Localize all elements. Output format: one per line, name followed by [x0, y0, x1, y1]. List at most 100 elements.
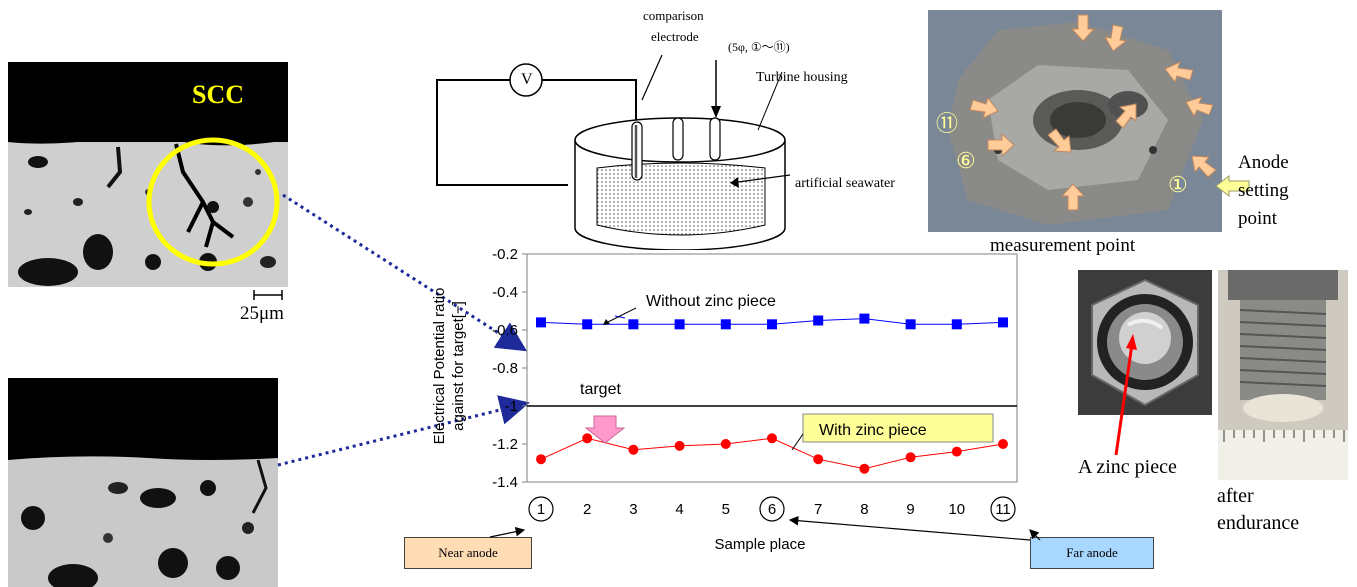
measurement-arrow-icon: [1191, 155, 1217, 178]
x-tick-label: 1: [537, 501, 545, 518]
series-label-without-zinc: Without zinc piece: [646, 293, 776, 310]
series-label-with-zinc: With zinc piece: [819, 422, 927, 439]
measurement-arrow-icon: [1060, 183, 1086, 211]
y-tick-label: -0.6: [492, 322, 518, 339]
y-tick-label: -1.2: [492, 436, 518, 453]
data-point-circle: [720, 439, 731, 449]
micrograph-bottom-image: [8, 378, 278, 587]
micrograph-top-image: [8, 62, 288, 286]
x-tick-label: 2: [583, 501, 591, 518]
scale-bar: [253, 290, 283, 300]
comparison-label-2: electrode: [651, 29, 699, 44]
with-zinc-callout: [802, 413, 994, 443]
data-point-circle: [582, 433, 593, 444]
connector-arrow-top: [282, 193, 528, 352]
zinc-photo-image: [1078, 270, 1212, 415]
x-axis-label: Sample place: [715, 536, 806, 553]
measurement-arrow-icon: [1185, 96, 1214, 118]
x-tick-label: 3: [629, 501, 637, 518]
x-tick-label: 10: [948, 501, 965, 518]
voltmeter-label: V: [521, 71, 533, 88]
anode-label-3: point: [1238, 208, 1278, 229]
endurance-photo-image: [1218, 270, 1348, 480]
data-point-circle: [905, 452, 916, 463]
data-point-square: [720, 319, 731, 330]
x-tick-label: 4: [675, 501, 683, 518]
data-point-square: [536, 317, 546, 328]
measurement-arrow-icon: [1115, 103, 1137, 129]
after-label-2: endurance: [1217, 512, 1300, 534]
measurement-arrow-icon: [1164, 61, 1194, 84]
x-tick-label: 6: [768, 501, 776, 518]
data-point-square: [813, 315, 824, 326]
anode-label-1: Anode: [1238, 152, 1289, 173]
target-label: target: [580, 381, 621, 398]
x-tick-label: 5: [722, 501, 730, 518]
voltmeter-icon: [509, 63, 543, 97]
near-anode-note: Near anode: [404, 537, 532, 569]
near-anode-pointer: [489, 526, 526, 538]
measurement-schematic: [436, 54, 791, 250]
housing-point-11: ⑪: [936, 111, 959, 136]
data-point-square: [628, 319, 639, 330]
measurement-point-label: measurement point: [990, 235, 1136, 256]
data-point-square: [951, 319, 962, 330]
measurement-arrow-icon: [1047, 128, 1072, 153]
scale-label: 25μm: [240, 303, 284, 324]
data-point-square: [767, 319, 777, 330]
micrograph-bottom: [8, 378, 278, 587]
far-anode-note: Far anode: [1030, 537, 1154, 569]
housing-photo: ⑪ ⑥ ①: [928, 10, 1222, 232]
comparison-label-1: comparison: [643, 8, 704, 23]
data-point-circle: [536, 454, 546, 465]
data-point-circle: [859, 463, 870, 474]
anode-arrow-icon: [1215, 175, 1250, 197]
x-tick-label: 8: [860, 501, 868, 518]
pink-down-arrow-icon: [584, 415, 626, 444]
y-axis-label-line1: Electrical Potential ratio: [431, 288, 448, 445]
data-point-circle: [998, 439, 1008, 449]
data-point-square: [859, 313, 870, 324]
y-tick-label: -0.2: [492, 246, 518, 263]
endurance-photo: [1218, 270, 1348, 480]
housing-point-6: ⑥: [956, 148, 976, 173]
x-tick-label: 7: [814, 501, 822, 518]
scc-label: SCC: [192, 80, 245, 109]
data-point-circle: [674, 440, 685, 451]
housing-arrows: [969, 14, 1217, 211]
data-point-square: [674, 319, 685, 330]
zinc-photo: [1078, 270, 1212, 415]
x-tick-circle: [759, 496, 785, 522]
data-point-circle: [813, 454, 824, 465]
data-point-circle: [951, 446, 962, 457]
data-point-square: [582, 319, 593, 330]
y-tick-label: -1.4: [492, 474, 518, 491]
measurement-arrow-icon: [969, 96, 999, 119]
x-tick-label: 11: [995, 501, 1011, 518]
measurement-arrow-icon: [987, 132, 1015, 158]
data-point-square: [998, 317, 1008, 328]
y-tick-label: -1: [505, 398, 518, 415]
far-anode-pointer-2: [1029, 529, 1041, 541]
housing-point-1: ①: [1168, 172, 1188, 197]
x-tick-label: 9: [906, 501, 914, 518]
potential-chart: Electrical Potential ratio against for t…: [431, 246, 1018, 553]
y-tick-label: -0.4: [492, 284, 518, 301]
measurement-arrow-icon: [1070, 14, 1096, 42]
seawater-label: artificial seawater: [795, 176, 895, 192]
y-tick-label: -0.8: [492, 360, 518, 377]
points-label: (5φ, ①～⑪): [728, 40, 790, 54]
x-tick-circle: [528, 496, 554, 522]
micrograph-top: [8, 62, 288, 287]
data-point-circle: [767, 433, 777, 444]
zinc-label: A zinc piece: [1078, 456, 1177, 479]
far-anode-pointer: [788, 515, 1031, 541]
measurement-arrow-icon: [1104, 24, 1128, 52]
data-point-square: [905, 319, 916, 330]
data-point-circle: [628, 444, 639, 455]
x-tick-circle: [990, 496, 1016, 522]
housing-label: Turbine housing: [756, 70, 848, 85]
anode-label-2: setting: [1238, 180, 1289, 201]
